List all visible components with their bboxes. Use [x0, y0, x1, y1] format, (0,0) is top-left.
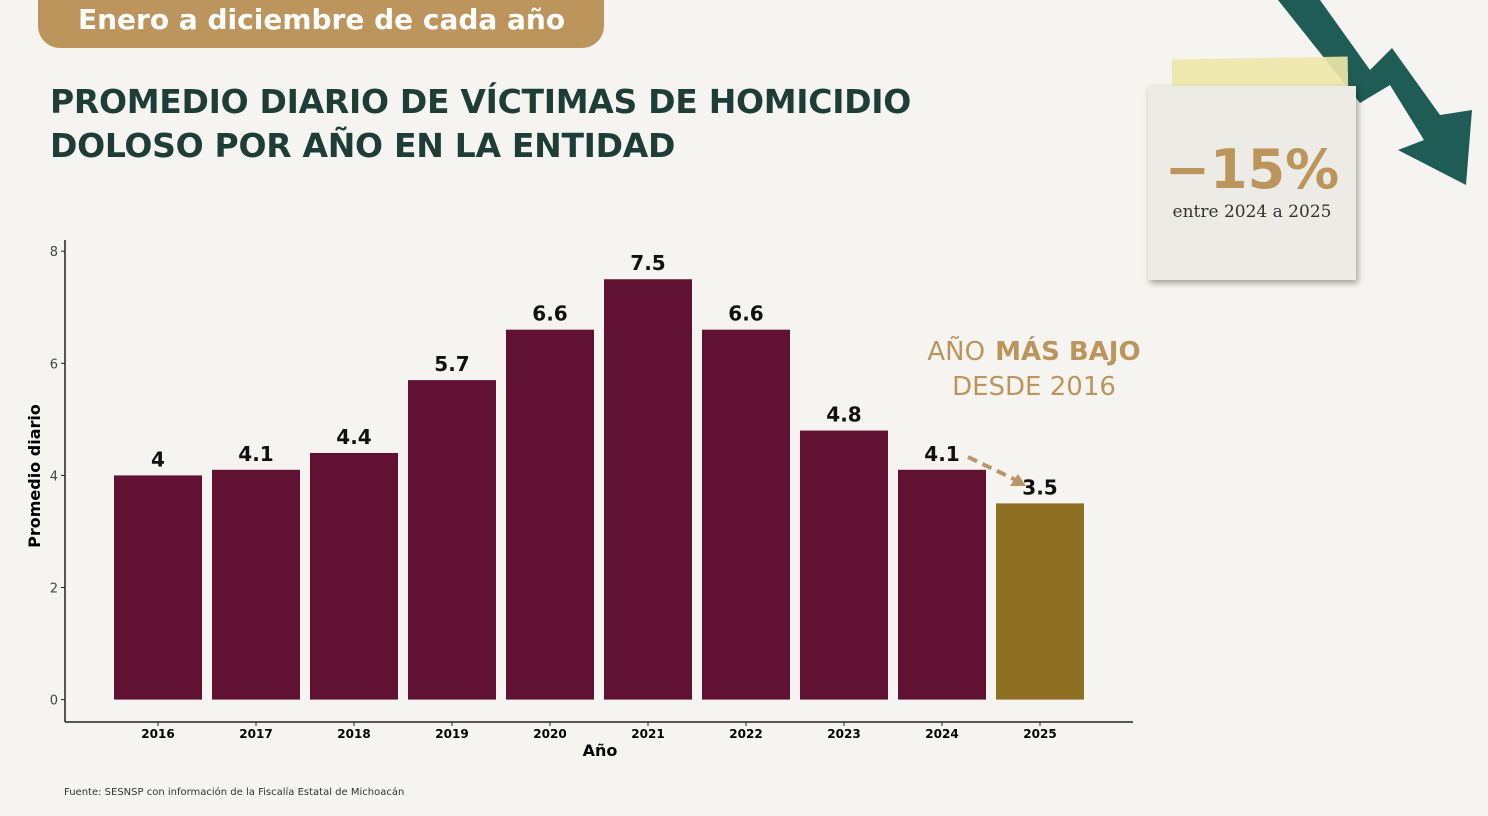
data-label: 4.8 — [826, 403, 861, 427]
chart-title: PROMEDIO DIARIO DE VÍCTIMAS DE HOMICIDIO… — [50, 80, 911, 168]
bar — [212, 469, 300, 700]
x-tick-label: 2021 — [631, 727, 664, 741]
bar — [800, 430, 888, 700]
data-label: 4.4 — [336, 425, 371, 449]
x-tick-label: 2023 — [827, 727, 860, 741]
data-label: 5.7 — [434, 352, 469, 376]
data-label: 3.5 — [1022, 475, 1057, 499]
bar — [898, 469, 986, 700]
decor-arrow — [1278, 0, 1472, 185]
x-axis-label: Año — [583, 741, 618, 760]
bar — [702, 329, 790, 700]
y-tick-label: 2 — [50, 581, 58, 596]
title-line: DOLOSO POR AÑO EN LA ENTIDAD — [50, 126, 676, 165]
data-label: 4.1 — [238, 442, 273, 466]
bar — [310, 452, 398, 700]
bar — [604, 279, 692, 700]
annotation-bold: MÁS BAJO — [995, 335, 1141, 367]
annotation: DESDE 2016 — [952, 372, 1116, 402]
y-axis-label: Promedio diario — [25, 404, 44, 548]
y-tick-label: 8 — [50, 245, 58, 260]
title-line: PROMEDIO DIARIO DE VÍCTIMAS DE HOMICIDIO — [50, 82, 912, 121]
bar — [506, 329, 594, 700]
note: −15% entre 2024 a 2025 — [1148, 86, 1356, 280]
bar — [114, 475, 202, 700]
note-text: entre 2024 a 2025 — [1172, 202, 1332, 222]
x-tick-label: 2020 — [533, 727, 566, 741]
data-label: 4 — [151, 447, 165, 471]
x-tick-label: 2018 — [337, 727, 370, 741]
source: Fuente: SESNSP con información de la Fis… — [64, 786, 404, 798]
x-tick-label: 2016 — [141, 727, 174, 741]
annotation-arrow — [967, 455, 1019, 483]
bar — [408, 380, 496, 700]
data-label: 4.1 — [924, 442, 959, 466]
data-label: 6.6 — [532, 302, 567, 326]
note-headline: −15% — [1164, 138, 1340, 201]
header-pill: Enero a diciembre de cada año — [38, 0, 604, 48]
annotation-normal: AÑO — [927, 335, 985, 367]
x-tick-label: 2022 — [729, 727, 762, 741]
y-tick-label: 4 — [50, 469, 58, 484]
annotation-arrowhead — [1010, 474, 1026, 486]
data-label: 6.6 — [728, 302, 763, 326]
x-tick-label: 2025 — [1023, 727, 1056, 741]
x-tick-label: 2019 — [435, 727, 468, 741]
data-label: 7.5 — [630, 251, 665, 275]
bar — [996, 503, 1084, 700]
annotation: AÑO MÁS BAJO — [927, 335, 1140, 367]
x-tick-label: 2024 — [925, 727, 958, 741]
x-tick-label: 2017 — [239, 727, 272, 741]
y-tick-label: 0 — [50, 694, 58, 709]
y-tick-label: 6 — [50, 357, 58, 372]
